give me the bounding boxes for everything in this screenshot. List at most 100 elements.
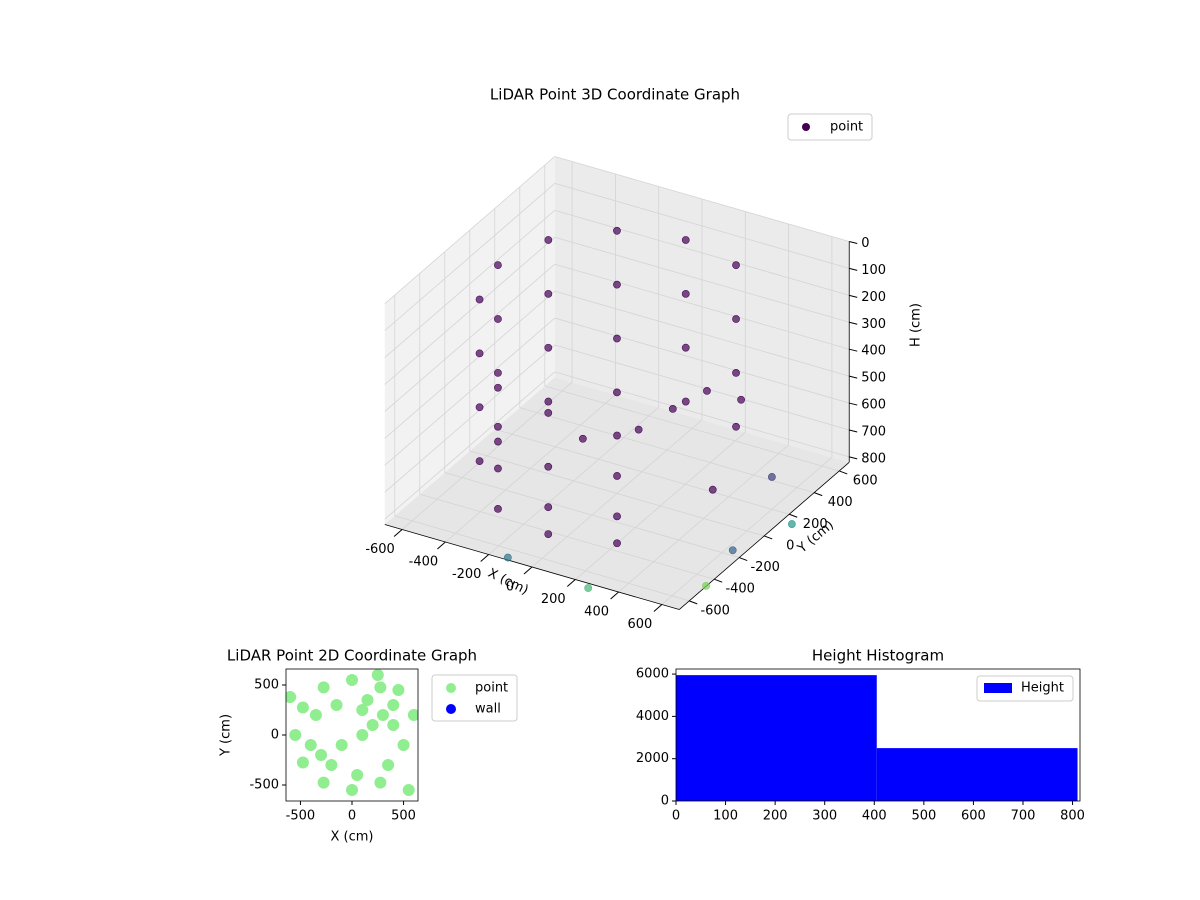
z-tick-label: 100 <box>861 263 886 278</box>
legend-marker <box>446 683 456 693</box>
point <box>475 295 484 304</box>
point <box>544 530 553 539</box>
tick-mark <box>480 554 490 562</box>
x-tick-label: 200 <box>763 809 788 824</box>
point <box>330 699 343 711</box>
point <box>286 691 297 703</box>
point <box>503 553 512 562</box>
tick-mark <box>393 529 403 537</box>
tick-mark <box>610 591 619 600</box>
tick-mark <box>714 578 723 583</box>
grid-line <box>384 371 556 520</box>
point <box>346 784 358 796</box>
grid-line <box>554 263 850 350</box>
point <box>356 704 369 716</box>
point <box>544 343 553 352</box>
grid-line <box>384 156 556 304</box>
grid-line <box>394 515 690 602</box>
grid-line <box>554 183 850 269</box>
point <box>544 409 553 417</box>
point <box>732 422 740 431</box>
point <box>681 397 690 406</box>
point <box>475 457 484 466</box>
point <box>494 261 502 270</box>
x-axis-label: X (cm) <box>331 830 374 845</box>
z-tick-label: 300 <box>861 317 886 332</box>
y-axis-label: Y (cm) <box>219 714 234 757</box>
tick-mark <box>437 541 446 550</box>
tick-mark <box>849 321 858 325</box>
tick-mark <box>849 348 858 352</box>
point <box>346 674 358 686</box>
y-tick-label: -200 <box>750 560 780 575</box>
grid-line <box>444 472 740 558</box>
point <box>382 759 395 771</box>
grid-line <box>554 290 850 377</box>
z-tick-label: 600 <box>861 398 886 413</box>
point <box>613 280 621 289</box>
point <box>494 464 502 473</box>
z-tick-label: 500 <box>861 371 886 386</box>
y-tick-label: 0 <box>661 794 669 809</box>
point <box>475 349 484 358</box>
axis-line <box>384 524 680 610</box>
x-tick-label: 300 <box>812 809 837 824</box>
point <box>494 383 502 392</box>
grid-line <box>494 428 790 515</box>
point <box>387 699 400 711</box>
grid-line <box>554 209 850 296</box>
x-tick-label: -500 <box>286 809 316 824</box>
point <box>387 719 400 731</box>
x-tick-label: 200 <box>541 592 566 607</box>
point <box>702 582 710 590</box>
y-tick-label: 0 <box>271 728 279 743</box>
grid-line <box>419 493 715 580</box>
point <box>366 719 379 731</box>
bar <box>676 675 877 801</box>
tick-mark <box>653 604 663 612</box>
z-axis-label: H (cm) <box>909 303 924 347</box>
point <box>703 386 711 395</box>
grid-line <box>554 236 850 323</box>
x-tick-label: 700 <box>1011 809 1036 824</box>
point <box>681 343 690 352</box>
point <box>544 462 553 471</box>
axes-frame <box>675 668 1081 802</box>
point <box>613 226 621 235</box>
point <box>296 701 309 714</box>
z-tick-label: 200 <box>861 290 886 305</box>
point <box>325 759 338 771</box>
tick-mark <box>739 557 748 562</box>
y-tick-label: 2000 <box>636 751 669 766</box>
point <box>392 684 405 696</box>
legend-box <box>431 674 518 722</box>
z-tick-label: 800 <box>861 451 886 466</box>
point <box>356 729 369 741</box>
x-tick-label: 800 <box>1060 809 1085 824</box>
x-tick-label: 0 <box>348 809 356 824</box>
point <box>317 776 330 789</box>
point <box>613 539 621 548</box>
x-tick-label: -200 <box>452 567 482 582</box>
point <box>494 437 502 446</box>
bar <box>876 748 1078 801</box>
chart-title: Height Histogram <box>812 647 944 665</box>
point <box>584 584 593 592</box>
point <box>374 776 387 789</box>
tick-mark <box>789 513 798 518</box>
point <box>475 403 484 412</box>
grid-line <box>554 344 850 431</box>
tick-mark <box>849 294 858 298</box>
tick-mark <box>849 456 858 460</box>
x-tick-label: 600 <box>961 809 986 824</box>
legend-label: point <box>830 120 863 135</box>
tick-mark <box>689 600 698 605</box>
x-tick-label: 400 <box>862 809 887 824</box>
point <box>494 505 502 513</box>
y-tick-label: 0 <box>786 538 794 553</box>
point <box>681 289 690 298</box>
plot-area <box>286 669 418 796</box>
point <box>289 729 302 741</box>
x-tick-label: 500 <box>911 809 936 824</box>
